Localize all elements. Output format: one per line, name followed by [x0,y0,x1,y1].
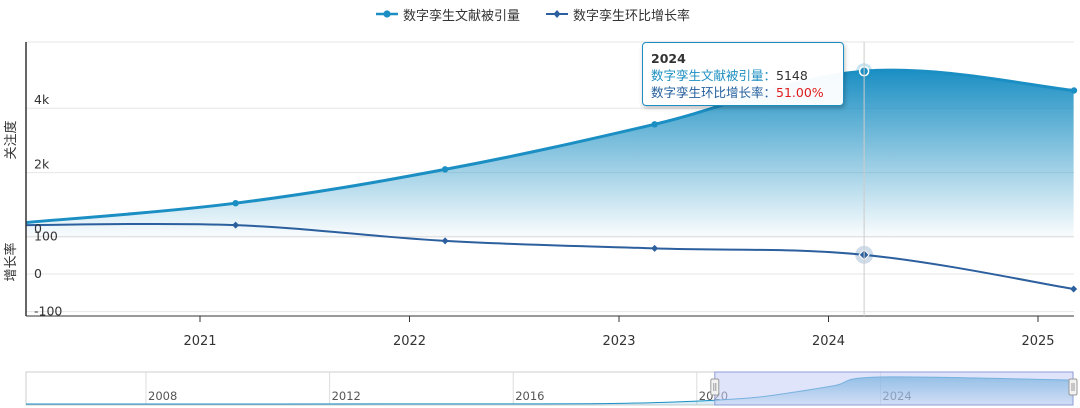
legend-label-growth-rate: 数字孪生环比增长率 [573,8,691,24]
navigator-tick-label: 2008 [148,389,177,403]
bottom-y-tick-label: 0 [34,266,42,281]
legend-item-growth-rate[interactable]: 数字孪生环比增长率 [546,4,690,24]
tooltip: 2024 数字孪生文献被引量：5148 数字孪生环比增长率：51.00% [642,42,844,106]
citations-point[interactable] [232,199,239,207]
tooltip-row-growth-rate: 数字孪生环比增长率：51.00% [651,84,843,101]
top-y-axis-title: 关注度 [3,120,19,159]
growth-point[interactable] [1070,285,1078,293]
plot-area[interactable] [25,63,1078,293]
navigator-right-handle[interactable] [1068,378,1078,396]
top-y-tick-label: 4k [34,92,50,107]
bottom-y-tick-label: -100 [34,304,62,319]
bottom-y-axis-title: 增长率 [3,242,19,281]
legend-line-marker-icon [376,7,398,21]
x-tick-label: 2022 [393,334,426,349]
legend-label-citations: 数字孪生文献被引量 [403,8,521,24]
legend-diamond-marker-icon [546,7,568,21]
tooltip-title: 2024 [651,51,686,66]
top-y-tick-label: 2k [34,157,50,172]
tooltip-value-citations: 5148 [776,68,808,83]
citations-point[interactable] [651,121,658,128]
citations-point[interactable] [441,166,449,173]
growth-point[interactable] [441,237,449,245]
navigator-selected-range[interactable] [714,371,1074,406]
tooltip-row-citations: 数字孪生文献被引量：5148 [651,67,843,84]
top-y-tick-label: 0 [34,221,42,236]
navigator-tick-label: 2016 [515,389,544,403]
growth-point[interactable] [232,221,240,229]
bottom-y-tick-label: 100 [34,228,58,243]
range-navigator[interactable]: 20082012201620202024 [25,371,1078,406]
citations-line[interactable] [25,68,1074,225]
citations-point[interactable] [1070,87,1078,94]
navigator-left-handle[interactable] [710,378,720,396]
tooltip-value-growth-rate: 51.00% [776,85,824,100]
x-tick-label: 2021 [183,334,216,349]
legend: 数字孪生文献被引量 数字孪生环比增长率 [0,4,1080,24]
navigator-tick-label: 2012 [332,389,361,403]
x-tick-label: 2025 [1021,334,1054,349]
citations-area [26,70,1074,238]
x-tick-label: 2023 [602,334,635,349]
tooltip-label-citations: 数字孪生文献被引量： [651,68,777,83]
growth-rate-line[interactable] [25,222,1074,291]
legend-item-citations[interactable]: 数字孪生文献被引量 [376,4,520,24]
x-tick-label: 2024 [812,334,845,349]
tooltip-label-growth-rate: 数字孪生环比增长率： [651,85,777,100]
growth-point[interactable] [651,244,659,252]
